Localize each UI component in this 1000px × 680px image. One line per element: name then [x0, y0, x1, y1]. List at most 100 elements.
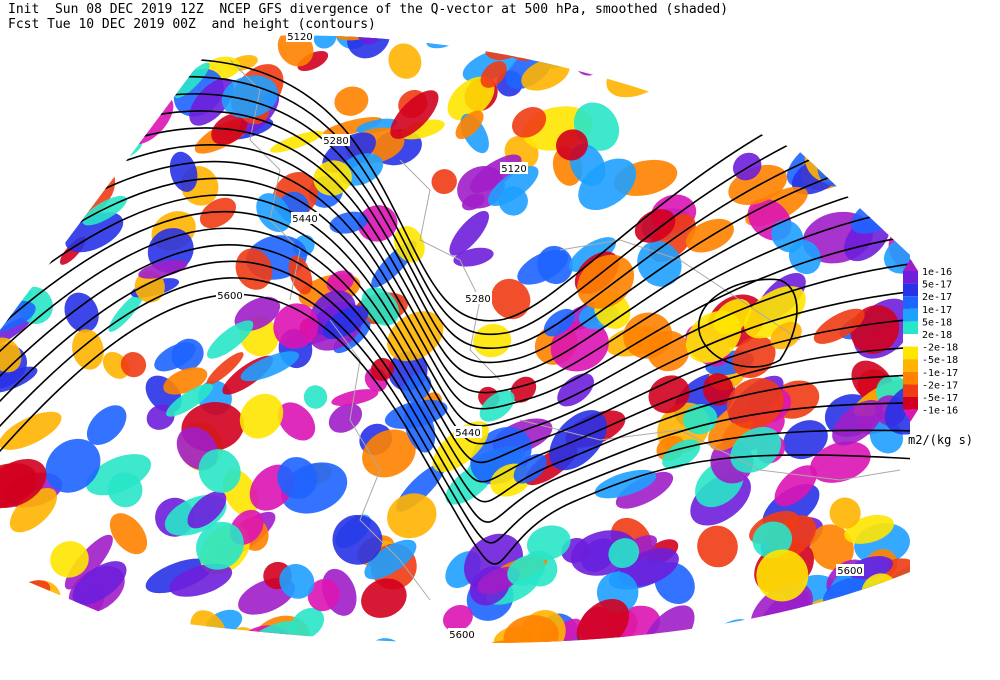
shade-blob	[221, 75, 279, 119]
shade-blob	[235, 248, 273, 290]
shade-blob	[830, 35, 871, 63]
shade-blob	[832, 400, 883, 446]
shade-blob	[38, 56, 68, 80]
shade-blob	[174, 62, 210, 99]
shade-blob	[811, 51, 866, 101]
shade-blob	[277, 402, 316, 441]
shade-blob	[810, 441, 871, 483]
shade-blob	[364, 539, 417, 580]
shade-blob	[362, 429, 416, 478]
shade-blob	[92, 134, 143, 163]
shade-blob	[334, 86, 369, 116]
contour-label: 5600	[837, 566, 862, 577]
colorbar-label: 2e-18	[922, 330, 952, 341]
shade-blob	[829, 497, 861, 529]
contour-line	[0, 244, 910, 503]
colorbar-arrow	[903, 259, 918, 271]
colorbar-label: 1e-16	[922, 267, 952, 278]
shade-blob	[169, 151, 198, 192]
colorbar-label: -1e-17	[922, 368, 958, 379]
colorbar-box	[903, 283, 918, 297]
shade-blob	[49, 35, 79, 66]
shade-blob	[393, 225, 425, 263]
shade-blob	[35, 94, 82, 129]
shade-blob	[72, 329, 104, 370]
shade-blob	[883, 635, 910, 644]
colorbar-label: 5e-17	[922, 280, 952, 291]
shade-blob	[750, 37, 798, 83]
contour-line	[0, 93, 910, 349]
shade-blob	[331, 389, 379, 406]
shade-blob	[804, 107, 847, 154]
contour-line	[0, 127, 910, 379]
shade-blob	[461, 193, 485, 211]
shade-blob	[9, 580, 51, 609]
shade-blob	[702, 373, 734, 406]
shade-blob	[38, 128, 77, 169]
contour-line	[0, 227, 910, 483]
shade-blob	[86, 405, 127, 445]
shade-blob	[568, 237, 617, 272]
shade-blob	[782, 45, 827, 90]
shade-blob	[72, 561, 127, 605]
height-contours	[0, 58, 910, 565]
shade-blob	[313, 35, 337, 49]
colorbar-label: -1e-16	[922, 406, 958, 417]
shade-blob	[307, 579, 340, 612]
shade-blob	[799, 40, 839, 79]
shade-blob	[154, 342, 196, 372]
shade-blob	[449, 210, 489, 256]
colorbar-box	[903, 271, 918, 284]
contour-line	[0, 160, 910, 410]
shade-blob	[388, 43, 422, 79]
shade-blob	[290, 607, 325, 640]
colorbar-box	[903, 321, 918, 334]
shade-blob	[601, 640, 666, 680]
shaded-field	[0, 35, 910, 680]
shade-blob	[521, 58, 570, 91]
contour-line	[0, 58, 910, 322]
shade-blob	[556, 129, 588, 161]
shade-blob	[810, 524, 854, 571]
shade-blob	[92, 35, 124, 69]
shade-blob	[15, 63, 70, 96]
shade-blob	[606, 49, 674, 98]
shade-blob	[357, 205, 398, 242]
shade-blob	[7, 616, 49, 644]
contour-label: 5120	[287, 32, 312, 43]
contour-label-bg	[286, 30, 314, 42]
shade-blob	[849, 139, 898, 183]
shade-blob	[187, 491, 227, 529]
shade-blob	[884, 170, 910, 223]
colorbar-label: 2e-17	[922, 292, 952, 303]
colorbar-label: -2e-18	[922, 343, 958, 354]
colorbar-label: 1e-17	[922, 305, 952, 316]
shade-blob	[206, 352, 244, 385]
contour-label: 5120	[501, 164, 526, 175]
shade-blob	[234, 636, 265, 644]
contour-label: 5440	[455, 428, 480, 439]
shade-blob	[771, 219, 804, 253]
shade-blob	[707, 619, 749, 644]
shade-blob	[647, 330, 690, 372]
shade-blob	[606, 641, 645, 680]
shade-blob	[279, 563, 315, 599]
shade-blob	[86, 454, 152, 496]
shade-blob	[63, 88, 90, 115]
shade-blob	[517, 249, 569, 285]
shade-blob	[799, 113, 845, 155]
shade-blob	[431, 169, 457, 195]
shade-blob	[297, 50, 329, 72]
shade-blob	[861, 49, 910, 104]
shade-blob	[25, 66, 50, 94]
shade-blob	[426, 35, 457, 49]
coastlines	[229, 59, 901, 601]
colorbar-box	[903, 308, 918, 322]
shade-blob	[683, 404, 718, 435]
shade-blob	[491, 278, 531, 320]
shade-blob	[356, 118, 398, 134]
shade-blob	[884, 381, 910, 435]
shade-blob	[198, 449, 241, 493]
shade-blob	[9, 136, 44, 169]
contour-line	[0, 110, 910, 364]
